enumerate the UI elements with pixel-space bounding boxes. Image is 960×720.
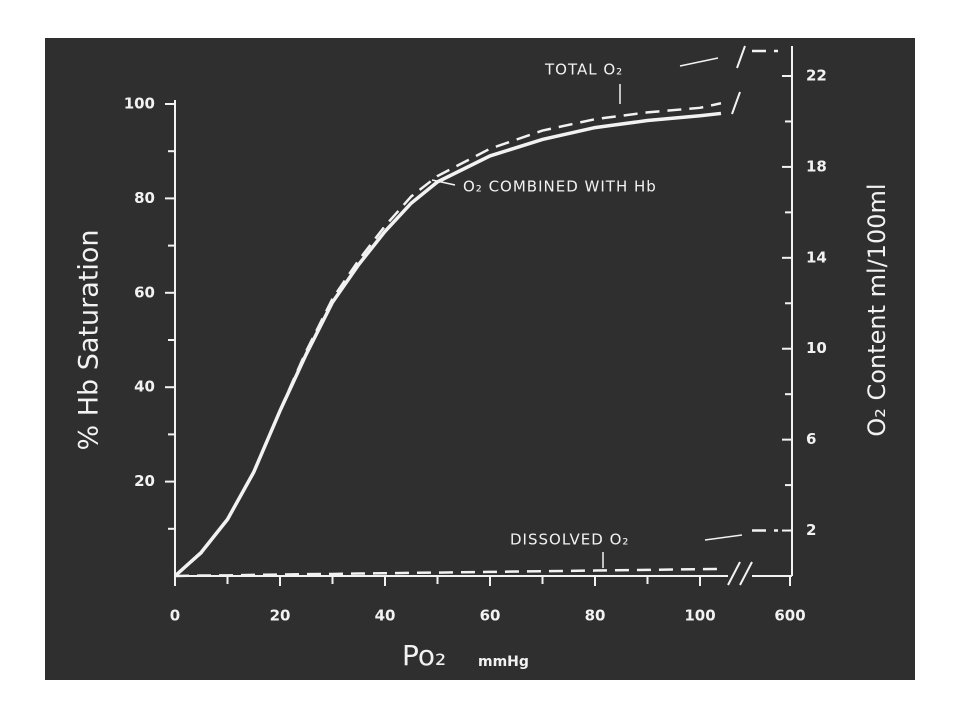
y2-tick-label: 2 <box>806 521 816 539</box>
x-tick-label: 0 <box>170 607 180 625</box>
annotation: DISSOLVED O₂ <box>510 531 629 549</box>
slide-background <box>45 38 915 680</box>
x-tick-label: 40 <box>375 607 396 625</box>
y-tick-label: 60 <box>134 283 155 301</box>
y2-tick-label: 10 <box>806 339 827 357</box>
y2-axis-label: O₂ Content ml/100ml <box>863 183 891 436</box>
series-line <box>174 102 722 577</box>
x-axis-unit: mmHg <box>478 654 529 670</box>
y-tick-label: 80 <box>134 189 155 207</box>
y-tick-label: 40 <box>134 378 155 396</box>
annotation: O₂ COMBINED WITH Hb <box>463 178 657 196</box>
y2-tick-label: 14 <box>806 248 827 266</box>
y-tick-label: 100 <box>124 95 155 113</box>
x-tick-label: 80 <box>585 607 606 625</box>
y-tick-label: 20 <box>134 472 155 490</box>
x-axis-label: Po₂ <box>402 639 446 672</box>
axis-breaks <box>727 45 753 586</box>
annotation: TOTAL O₂ <box>544 61 623 79</box>
y2-tick-label: 22 <box>806 67 827 85</box>
annotation-arrows <box>431 57 743 568</box>
series-line <box>174 567 722 578</box>
y2-tick-label: 6 <box>806 430 816 448</box>
x-tick-label: 20 <box>270 607 291 625</box>
y-axis-label: % Hb Saturation <box>74 229 105 450</box>
x-tick-label: 600 <box>774 607 805 625</box>
x-tick-label: 100 <box>684 607 715 625</box>
x-tick-label: 60 <box>480 607 501 625</box>
y2-tick-label: 18 <box>806 157 827 175</box>
